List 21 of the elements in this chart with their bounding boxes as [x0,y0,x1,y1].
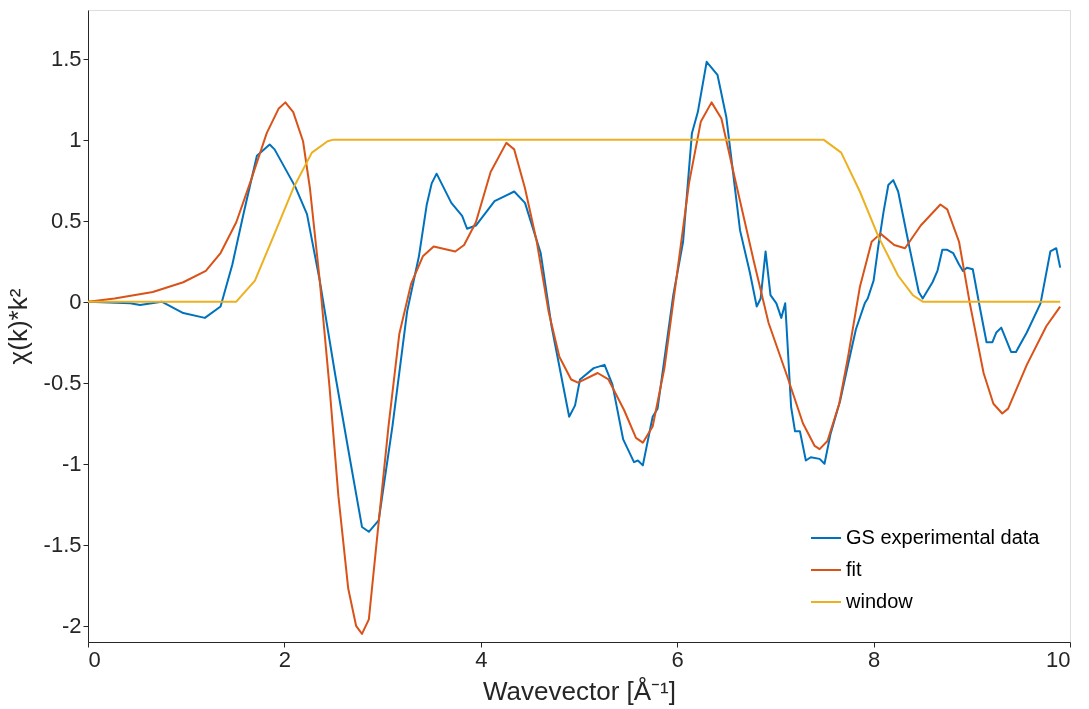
x-tick-label: 8 [867,646,881,672]
y-tick-label: 0.5 [50,208,82,234]
legend-label: GS experimental data [846,526,1041,548]
x-tick-label: 6 [671,646,684,672]
y-tick-label: -2 [61,613,82,639]
legend-label: window [845,590,914,612]
x-tick-label: 4 [475,646,488,672]
line-series [88,138,1062,303]
y-tick-label: 1.5 [50,46,82,72]
legend-label: fit [846,558,862,580]
y-tick-label: 1 [69,127,82,153]
y-tick-label: -1 [61,451,82,477]
y-axis-title: χ(k)*k² [2,288,33,365]
x-tick-label: 0 [88,646,101,672]
line-series [88,101,1062,635]
x-axis-title: Wavevector [Å⁻¹] [483,675,676,706]
x-tick-label: 2 [278,646,292,672]
y-tick-label: -1.5 [43,532,82,558]
x-tick-label: 10 [1046,646,1071,672]
y-tick-label: 0 [69,289,82,315]
y-tick-label: -0.5 [43,370,82,396]
